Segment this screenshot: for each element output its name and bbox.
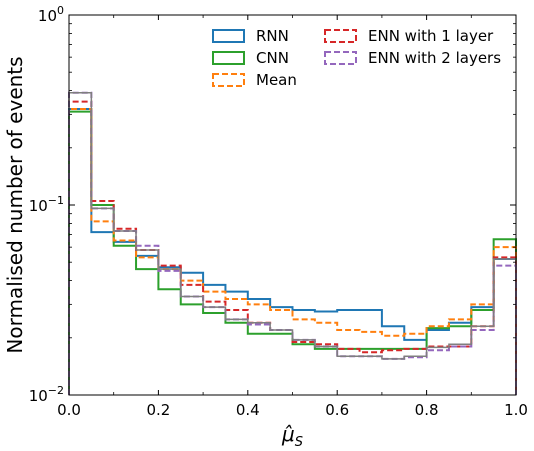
x-axis-label-base: μ̂ [281, 422, 295, 446]
legend-label-cnn: CNN [256, 49, 289, 67]
legend-swatch-cnn [212, 51, 245, 65]
series-line-mean [68, 108, 517, 395]
y-tick-exponent: −2 [48, 384, 64, 397]
series-layer [68, 91, 517, 395]
ticks-layer [68, 14, 517, 396]
legend-swatch-rnn [212, 29, 245, 43]
y-tick-base: 10 [29, 387, 48, 405]
series-line-grey-overlay [68, 91, 517, 395]
y-tick-label: 100 [38, 4, 64, 25]
series-line-enn-with-1-layer [68, 100, 517, 395]
y-tick-base: 10 [29, 197, 48, 215]
x-tick-label: 0.4 [236, 401, 260, 419]
x-tick-label: 0.6 [325, 401, 349, 419]
legend-label-enn-with-2-layers: ENN with 2 layers [368, 49, 501, 67]
y-tick-exponent: 0 [57, 4, 64, 17]
x-tick-label: 0.0 [57, 401, 81, 419]
legend-label-enn-with-1-layer: ENN with 1 layer [368, 27, 494, 45]
legend-label-rnn: RNN [256, 27, 289, 45]
legend-swatch-enn-with-1-layer [324, 29, 357, 43]
legend-swatch-enn-with-2-layers [324, 51, 357, 65]
x-axis-label-subscript: S [295, 435, 303, 450]
y-tick-label: 10−2 [29, 384, 64, 405]
x-tick-label: 0.2 [146, 401, 170, 419]
x-axis-label: μ̂S [281, 422, 303, 450]
x-tick-label: 1.0 [504, 401, 528, 419]
legend-swatch-mean [212, 73, 245, 87]
y-axis-label: Normalised number of events [3, 56, 27, 353]
legend: RNN CNN Mean ENN with 1 layer ENN with 2 lay… [212, 27, 501, 89]
y-tick-exponent: −1 [48, 194, 64, 207]
legend-label-mean: Mean [256, 71, 297, 89]
y-tick-label: 10−1 [29, 194, 64, 215]
y-tick-base: 10 [38, 7, 57, 25]
x-tick-label: 0.8 [415, 401, 439, 419]
